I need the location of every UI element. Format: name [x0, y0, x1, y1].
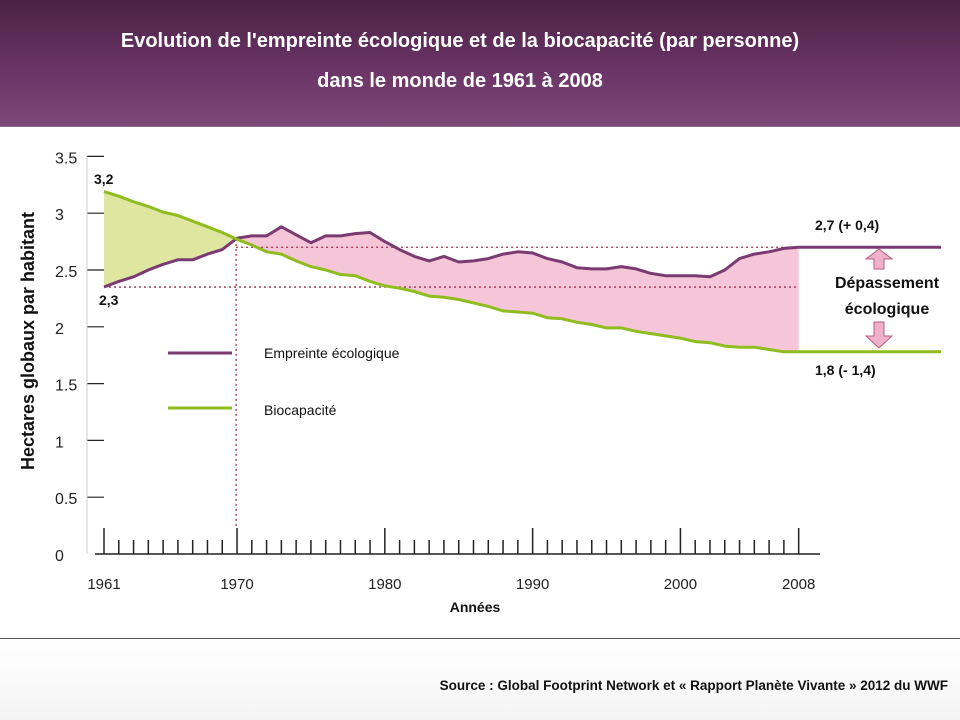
y-tick-label: 0 [55, 548, 64, 565]
y-tick-label: 1.5 [55, 378, 77, 395]
legend-label-biocapacity: Biocapacité [264, 402, 337, 418]
overshoot-label-line-1: Dépassement [835, 275, 940, 292]
overshoot-label-line-2: écologique [845, 301, 930, 318]
chart-title-line-2: dans le monde de 1961 à 2008 [317, 70, 603, 92]
source-credit: Source : Global Footprint Network et « R… [439, 678, 948, 693]
arrow-up-icon [864, 248, 894, 270]
header-banner: Evolution de l'empreinte écologique et d… [0, 0, 960, 126]
series-line-biocapacity [103, 190, 799, 354]
surplus-area [104, 191, 237, 287]
header-divider [0, 126, 960, 127]
arrow-down-icon [864, 321, 894, 349]
legend-label-footprint: Empreinte écologique [264, 345, 400, 361]
x-tick-label: 2008 [782, 576, 815, 593]
x-tick-label: 1990 [516, 576, 549, 593]
footprint-biocapacity-chart: 0 0.5 1 1.5 2 2.5 3 3.5 1961 1970 1980 1990 2000 2008… [18, 150, 941, 615]
label-start-biocapacity: 3,2 [94, 171, 114, 187]
label-start-footprint: 2,3 [99, 292, 119, 308]
y-tick-label: 2.5 [55, 264, 77, 281]
x-tick-label: 1980 [368, 576, 401, 593]
y-tick-label: 2 [55, 321, 64, 338]
y-tick-label: 1 [55, 434, 64, 451]
footer-band [0, 639, 960, 720]
y-axis-title: Hectares globaux par habitant [18, 212, 38, 470]
deficit-area [236, 226, 799, 352]
y-tick-label: 3.5 [55, 150, 77, 167]
x-tick-label: 1970 [220, 576, 253, 593]
x-axis-title: Années [450, 599, 501, 615]
y-tick-label: 3 [55, 207, 64, 224]
x-tick-label: 2000 [664, 576, 697, 593]
chart-title-line-1: Evolution de l'empreinte écologique et d… [120, 30, 800, 52]
label-end-footprint: 2,7 (+ 0,4) [815, 217, 879, 233]
label-end-biocapacity: 1,8 (- 1,4) [815, 362, 876, 378]
x-tick-label: 1961 [87, 576, 120, 593]
footer-divider [0, 638, 960, 639]
series-line-footprint [103, 225, 799, 289]
y-tick-label: 0.5 [55, 491, 77, 508]
